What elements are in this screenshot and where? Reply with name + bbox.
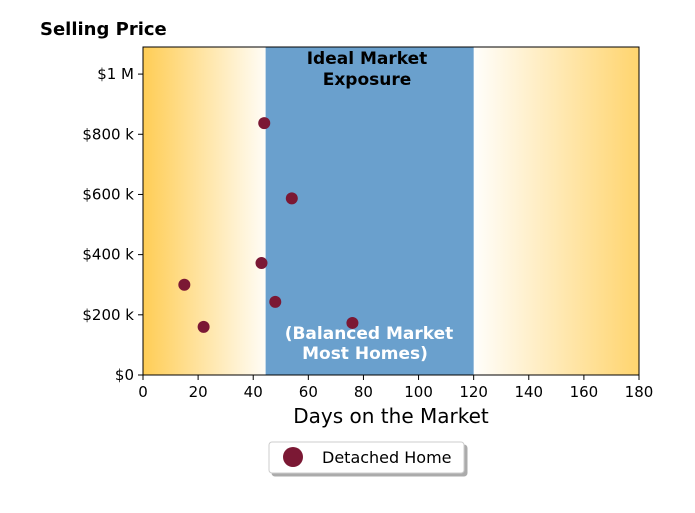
legend-marker [283, 447, 303, 467]
band-bottom-label-line1: (Balanced Market [285, 324, 454, 344]
data-point [269, 295, 282, 308]
x-tick-label: 160 [570, 383, 599, 401]
ideal-market-band [265, 47, 474, 375]
y-tick-label: $600 k [82, 185, 134, 203]
data-point [178, 278, 191, 291]
x-axis: 0 20 40 60 80 100 120 140 160 180 [138, 375, 653, 401]
x-tick-label: 120 [459, 383, 488, 401]
data-point [255, 257, 268, 270]
x-tick-label: 60 [299, 383, 318, 401]
y-axis: $0 $200 k $400 k $600 k $800 k $1 M [82, 65, 143, 384]
y-tick-label: $200 k [82, 306, 134, 324]
y-tick-label: $1 M [97, 65, 134, 83]
legend-box [268, 441, 465, 474]
x-tick-label: 180 [625, 383, 654, 401]
x-tick-label: 40 [244, 383, 263, 401]
x-tick-label: 80 [354, 383, 373, 401]
legend: Detached Home [268, 441, 465, 474]
x-tick-label: 20 [189, 383, 208, 401]
y-tick-label: $0 [115, 366, 134, 384]
band-bottom-label-line2: Most Homes) [302, 344, 428, 364]
x-tick-label: 0 [138, 383, 148, 401]
x-axis-label: Days on the Market [293, 404, 489, 428]
x-tick-label: 140 [514, 383, 543, 401]
y-tick-label: $800 k [82, 125, 134, 143]
data-point [258, 117, 271, 130]
legend-label: Detached Home [322, 448, 452, 467]
y-tick-label: $400 k [82, 246, 134, 264]
data-point [285, 192, 298, 205]
plot-frame [142, 46, 640, 376]
x-tick-label: 100 [404, 383, 433, 401]
data-points [178, 117, 359, 333]
band-top-label-line2: Exposure [323, 70, 412, 90]
gradient-right [473, 47, 639, 375]
band-top-label-line1: Ideal Market [307, 49, 428, 69]
data-point [197, 320, 210, 333]
chart-title: Selling Price [40, 19, 167, 40]
plot-background [143, 47, 639, 375]
data-point [346, 316, 359, 329]
gradient-left [143, 47, 266, 375]
